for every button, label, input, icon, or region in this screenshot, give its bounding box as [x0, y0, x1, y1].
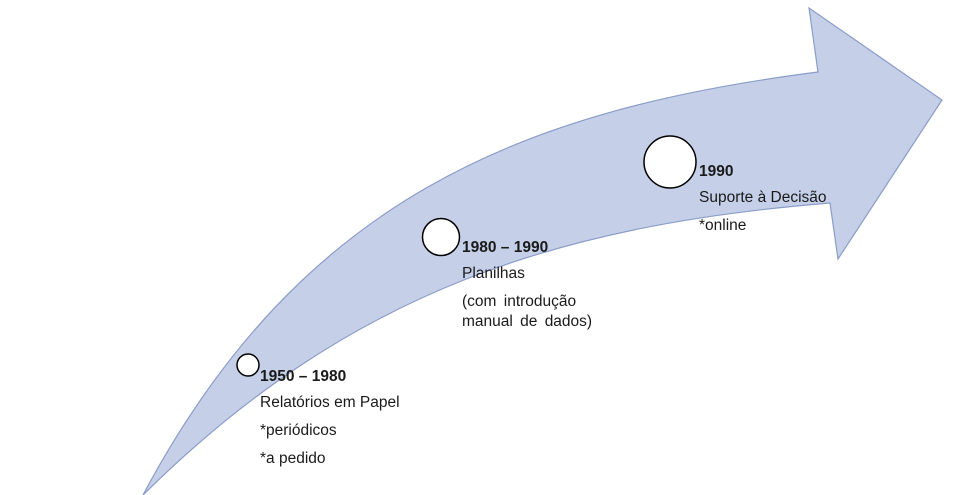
- milestone-description: Suporte à Decisão: [699, 189, 827, 207]
- milestone-period: 1980 – 1990: [462, 239, 549, 256]
- milestone-description: Relatórios em Papel: [260, 394, 400, 412]
- milestone-period: 1950 – 1980: [260, 368, 347, 385]
- milestone-1990: 1990 Suporte à Decisão *online: [699, 162, 827, 244]
- milestone-note: *a pedido: [260, 450, 326, 468]
- curved-arrow-shape: [142, 6, 943, 495]
- milestone-marker-1980: [421, 217, 461, 257]
- milestone-period: 1990: [699, 163, 734, 180]
- milestone-1950-1980: 1950 – 1980 Relatórios em Papel *periódi…: [260, 367, 400, 478]
- milestone-marker-1950: [236, 353, 260, 377]
- milestone-note: *online: [699, 217, 747, 235]
- milestone-marker-1990: [643, 135, 697, 189]
- milestone-note: *periódicos: [260, 422, 337, 440]
- milestone-note: (com introdução manual de dados): [462, 293, 593, 331]
- milestone-description: Planilhas: [462, 265, 525, 283]
- milestone-1980-1990: 1980 – 1990 Planilhas (com introdução ma…: [462, 238, 632, 341]
